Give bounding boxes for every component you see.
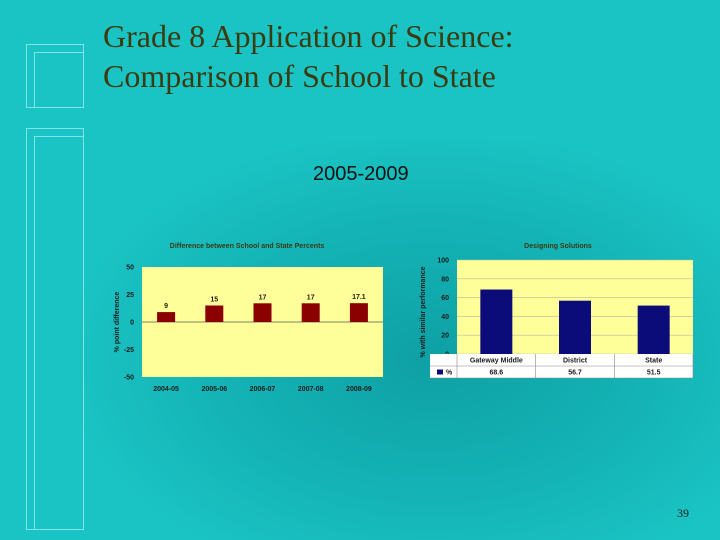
slide-title-line2: Comparison of School to State: [103, 58, 496, 94]
designing-solutions-chart: Designing Solutions % with similar perfo…: [420, 243, 694, 379]
page-number: 39: [677, 506, 689, 520]
difference-y-tick-label: -25: [124, 347, 134, 354]
difference-bar: [157, 312, 176, 322]
decor-frame-top-inner: [34, 52, 84, 108]
difference-x-tick-label: 2006-07: [250, 386, 276, 393]
slide-title-line1: Grade 8 Application of Science:: [103, 18, 514, 54]
difference-y-tick-label: -50: [124, 375, 134, 382]
difference-data-label: 9: [164, 303, 168, 310]
difference-bar: [349, 303, 368, 322]
designing-bar: [637, 305, 670, 354]
slide-title: Grade 8 Application of Science: Comparis…: [103, 16, 514, 96]
difference-y-tick-label: 25: [126, 292, 134, 299]
difference-chart-title: Difference between School and State Perc…: [170, 243, 325, 250]
designing-value-label: 51.5: [647, 370, 661, 377]
difference-x-tick-label: 2007-08: [298, 386, 324, 393]
designing-solutions-ylabel: % with similar performance: [420, 266, 427, 357]
slide-subtitle: 2005-2009: [313, 163, 409, 185]
difference-data-label: 17.1: [352, 294, 366, 301]
legend-series-label: %: [446, 370, 453, 377]
legend-swatch: [437, 369, 443, 375]
difference-x-tick-label: 2005-06: [201, 386, 227, 393]
difference-chart: Difference between School and State Perc…: [114, 243, 383, 393]
designing-y-tick-label: 60: [441, 295, 449, 302]
difference-y-tick-label: 0: [130, 320, 134, 327]
designing-category-label: State: [645, 358, 662, 365]
designing-bar: [480, 289, 513, 354]
designing-category-label: Gateway Middle: [470, 358, 523, 365]
designing-value-label: 56.7: [568, 370, 582, 377]
designing-bar: [559, 300, 591, 354]
designing-y-tick-label: 40: [441, 314, 449, 321]
difference-bar: [301, 303, 320, 322]
designing-y-tick-label: 80: [441, 276, 449, 283]
designing-y-tick-label: 100: [437, 258, 449, 265]
designing-value-label: 68.6: [490, 370, 504, 377]
difference-x-tick-label: 2004-05: [153, 386, 179, 393]
difference-bar: [253, 303, 272, 322]
difference-chart-ylabel: % point difference: [114, 292, 121, 353]
difference-bar: [205, 305, 224, 322]
decor-frame-left-inner: [34, 136, 84, 530]
difference-data-label: 17: [259, 294, 267, 301]
difference-y-tick-label: 50: [126, 265, 134, 272]
difference-data-label: 15: [210, 297, 218, 304]
difference-data-label: 17: [307, 294, 315, 301]
designing-solutions-title: Designing Solutions: [524, 243, 592, 250]
designing-category-label: District: [563, 358, 588, 365]
designing-y-tick-label: 20: [441, 333, 449, 340]
difference-x-tick-label: 2008-09: [346, 386, 372, 393]
